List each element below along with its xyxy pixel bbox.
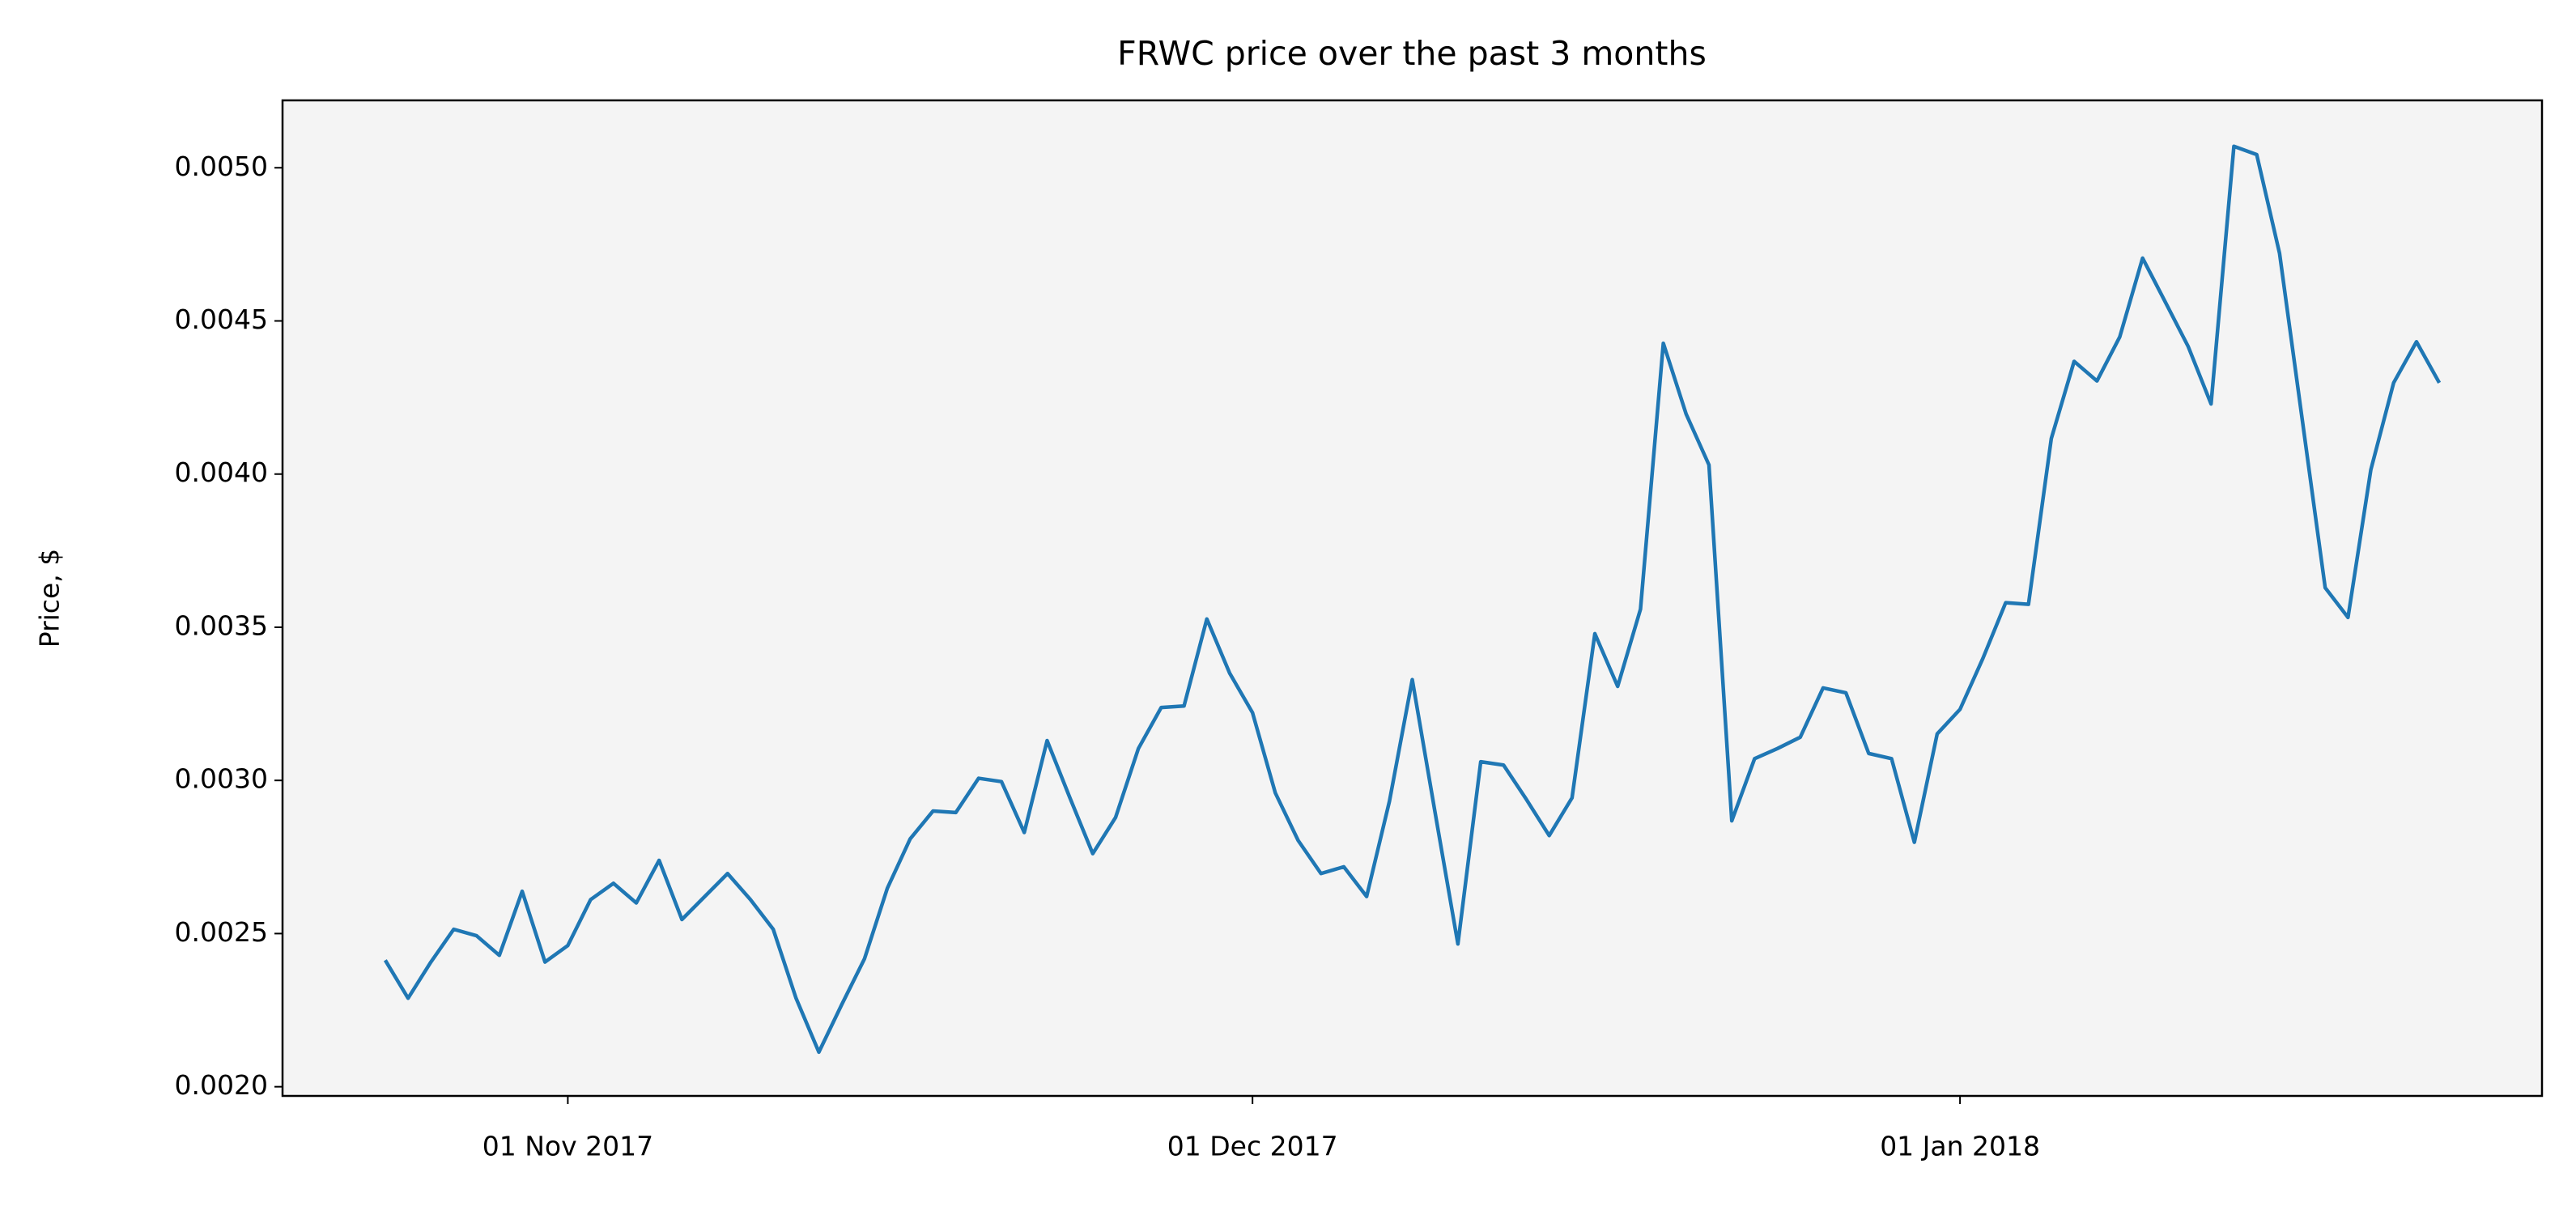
chart-title: FRWC price over the past 3 months <box>1117 34 1707 73</box>
y-axis-label: Price, $ <box>34 549 66 648</box>
y-tick-label: 0.0040 <box>175 456 268 488</box>
y-tick-label: 0.0035 <box>175 609 268 641</box>
x-tick-label: 01 Jan 2018 <box>1880 1131 2040 1162</box>
y-tick-label: 0.0045 <box>175 304 268 335</box>
y-tick-label: 0.0050 <box>175 151 268 182</box>
x-tick-label: 01 Nov 2017 <box>482 1131 653 1162</box>
y-tick-label: 0.0030 <box>175 763 268 795</box>
y-tick-label: 0.0020 <box>175 1069 268 1101</box>
x-tick-label: 01 Dec 2017 <box>1167 1131 1338 1162</box>
price-line <box>383 144 2442 1055</box>
y-tick-label: 0.0025 <box>175 916 268 948</box>
plot-background <box>283 100 2542 1096</box>
plot-frame <box>281 99 2544 1098</box>
